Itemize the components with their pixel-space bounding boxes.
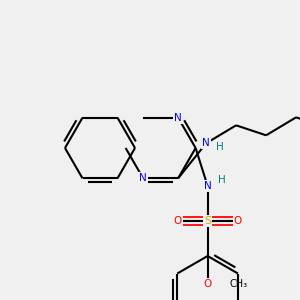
Text: N: N xyxy=(139,173,147,183)
Text: O: O xyxy=(233,216,242,226)
Text: H: H xyxy=(218,175,226,185)
Text: N: N xyxy=(202,138,210,148)
Text: O: O xyxy=(203,279,212,289)
Text: S: S xyxy=(204,216,211,226)
Text: H: H xyxy=(216,142,224,152)
Text: CH₃: CH₃ xyxy=(230,279,248,289)
Text: N: N xyxy=(204,181,212,191)
Text: O: O xyxy=(173,216,182,226)
Text: N: N xyxy=(174,113,182,123)
